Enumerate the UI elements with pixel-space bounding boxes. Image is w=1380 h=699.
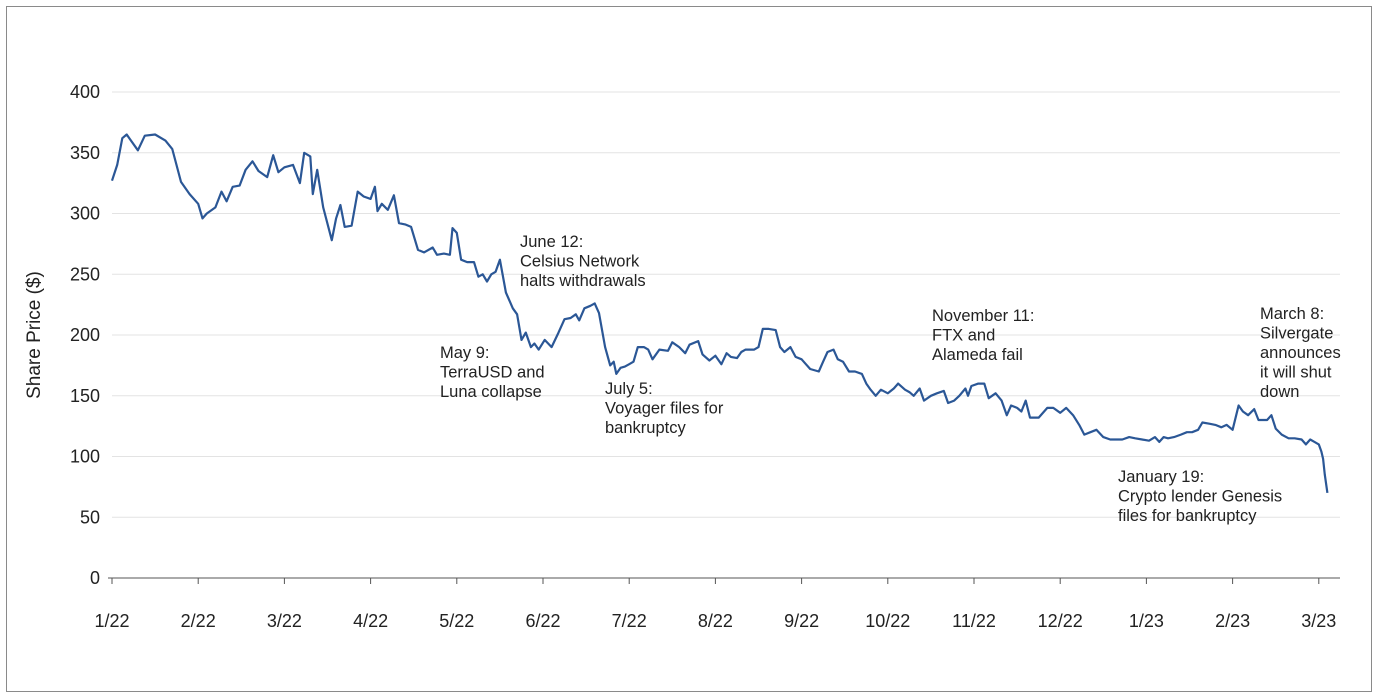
y-tick-label: 150 — [70, 386, 100, 406]
annotation-line: Luna collapse — [440, 383, 542, 401]
annotation-line: July 5: — [605, 380, 653, 398]
x-tick-label: 9/22 — [784, 611, 819, 631]
x-tick-label: 3/22 — [267, 611, 302, 631]
annotation-line: Crypto lender Genesis — [1118, 488, 1282, 506]
x-tick-label: 11/22 — [952, 611, 996, 631]
annotation-line: TerraUSD and — [440, 364, 545, 382]
x-tick-label: 10/22 — [865, 611, 910, 631]
annotation-line: it will shut — [1260, 364, 1332, 382]
annotation-3: July 5: Voyager files for bankruptcy — [605, 380, 724, 437]
annotation-line: March 8: — [1260, 305, 1324, 323]
x-tick-label: 1/22 — [94, 611, 129, 631]
annotation-line: June 12: — [520, 233, 583, 251]
annotation-line: halts withdrawals — [520, 272, 646, 290]
y-tick-label: 250 — [70, 264, 100, 284]
y-tick-label: 300 — [70, 204, 100, 224]
annotation-6: March 8: Silvergate announces it will shut d… — [1260, 305, 1341, 401]
x-tick-label: 7/22 — [612, 611, 647, 631]
x-tick-label: 6/22 — [525, 611, 560, 631]
annotation-line: November 11: — [932, 307, 1034, 325]
x-tick-label: 2/22 — [181, 611, 216, 631]
annotation-line: bankruptcy — [605, 419, 686, 437]
y-tick-label: 50 — [80, 507, 100, 527]
y-tick-label: 200 — [70, 325, 100, 345]
annotation-4: November 11: FTX and Alameda fail — [932, 307, 1034, 364]
annotation-line: announces — [1260, 344, 1341, 362]
x-tick-label: 5/22 — [439, 611, 474, 631]
annotation-line: Silvergate — [1260, 325, 1333, 343]
annotation-2: June 12: Celsius Network halts withdrawals — [520, 233, 646, 290]
y-tick-label: 100 — [70, 447, 100, 467]
annotation-line: January 19: — [1118, 468, 1204, 486]
y-axis-label: Share Price ($) — [24, 271, 45, 399]
annotation-line: down — [1260, 383, 1299, 401]
annotation-line: FTX and — [932, 327, 995, 345]
annotation-line: files for bankruptcy — [1118, 507, 1257, 525]
y-tick-label: 0 — [90, 568, 100, 588]
x-tick-label: 3/23 — [1301, 611, 1336, 631]
x-tick-label: 1/23 — [1129, 611, 1164, 631]
annotation-5: January 19: Crypto lender Genesis files fo… — [1118, 468, 1282, 525]
annotation-line: Alameda fail — [932, 346, 1023, 364]
y-tick-label: 350 — [70, 143, 100, 163]
annotation-1: May 9: TerraUSD and Luna collapse — [440, 344, 545, 401]
x-tick-label: 12/22 — [1038, 611, 1083, 631]
y-tick-label: 400 — [70, 82, 100, 102]
x-tick-label: 4/22 — [353, 611, 388, 631]
series-line — [110, 133, 1329, 494]
annotation-line: Celsius Network — [520, 253, 640, 271]
x-tick-label: 8/22 — [698, 611, 733, 631]
annotation-line: May 9: — [440, 344, 490, 362]
x-tick-label: 2/23 — [1215, 611, 1250, 631]
annotation-line: Voyager files for — [605, 400, 724, 418]
